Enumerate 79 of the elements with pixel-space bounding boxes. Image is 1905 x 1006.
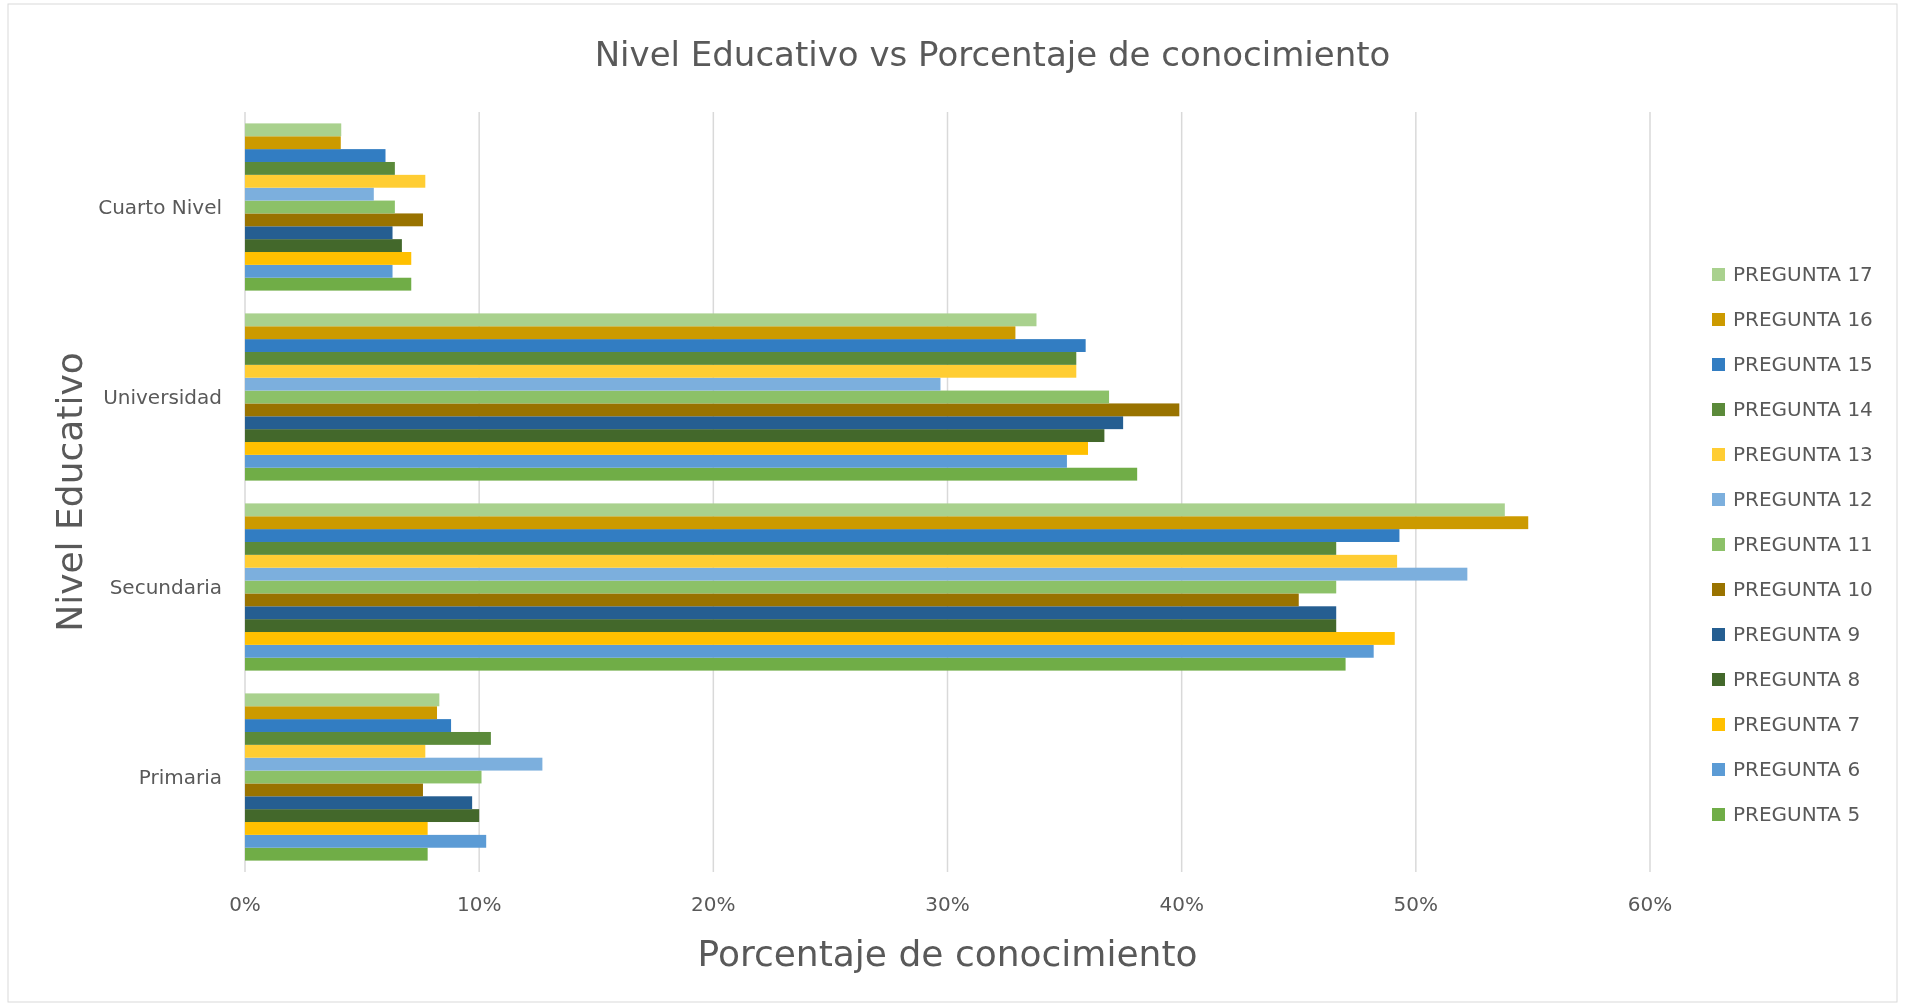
bar [245, 632, 1395, 645]
legend-label: PREGUNTA 5 [1733, 802, 1861, 826]
bar [245, 149, 386, 162]
bar [245, 136, 341, 150]
bar [245, 770, 482, 784]
bar [245, 567, 1468, 581]
x-axis-title: Porcentaje de conocimiento [697, 933, 1198, 974]
bar [245, 619, 1337, 633]
bar [245, 719, 452, 732]
bar [245, 644, 1374, 658]
bar [245, 744, 426, 758]
bar [245, 403, 1180, 417]
bar [245, 657, 1346, 671]
y-tick-label: Primaria [138, 765, 222, 789]
x-tick-label: 40% [1159, 892, 1204, 916]
bar [245, 326, 1016, 340]
legend-label: PREGUNTA 11 [1733, 532, 1873, 556]
bar [245, 580, 1337, 594]
legend-label: PREGUNTA 12 [1733, 487, 1873, 511]
bar [245, 796, 473, 810]
legend-label: PREGUNTA 6 [1733, 757, 1861, 781]
bar [245, 834, 487, 848]
legend-label: PREGUNTA 17 [1733, 262, 1873, 286]
bar [245, 706, 438, 720]
legend-label: PREGUNTA 15 [1733, 352, 1873, 376]
bar [245, 757, 543, 771]
legend-label: PREGUNTA 16 [1733, 307, 1873, 331]
y-tick-label: Cuarto Nivel [98, 195, 222, 219]
bar [245, 454, 1067, 468]
bar [245, 187, 374, 201]
legend-label: PREGUNTA 13 [1733, 442, 1873, 466]
chart-title: Nivel Educativo vs Porcentaje de conocimiento [594, 34, 1391, 74]
x-tick-label: 60% [1627, 892, 1673, 916]
bar [245, 339, 1086, 352]
bar [245, 503, 1505, 517]
bar [245, 313, 1037, 327]
x-tick-label: 0% [229, 892, 261, 916]
bar [245, 390, 1110, 404]
x-tick-label: 10% [456, 892, 502, 916]
bar [245, 541, 1337, 555]
bar [245, 123, 342, 137]
bar [245, 593, 1299, 607]
bar [245, 377, 941, 391]
bar [245, 213, 423, 227]
legend-label: PREGUNTA 7 [1733, 712, 1861, 736]
bar [245, 200, 395, 214]
bar [245, 693, 440, 707]
bar [245, 174, 426, 188]
bar [245, 277, 412, 291]
bar [245, 226, 393, 240]
bar [245, 606, 1337, 620]
y-tick-label: Universidad [103, 385, 222, 409]
bar [245, 264, 393, 278]
bar [245, 516, 1529, 530]
y-tick-label: Secundaria [109, 575, 222, 599]
bar [245, 847, 428, 861]
bar [245, 809, 480, 823]
bar [245, 554, 1398, 568]
bar [245, 429, 1105, 443]
legend-label: PREGUNTA 9 [1733, 622, 1861, 646]
bar [245, 822, 428, 835]
bar [245, 351, 1077, 365]
bar [245, 783, 423, 797]
legend-label: PREGUNTA 10 [1733, 577, 1873, 601]
bar [245, 239, 402, 253]
bar [245, 161, 395, 175]
x-tick-label: 20% [691, 892, 736, 916]
bar [245, 731, 491, 745]
x-tick-label: 30% [925, 892, 970, 916]
x-tick-label: 50% [1393, 892, 1439, 916]
legend-label: PREGUNTA 8 [1733, 667, 1861, 691]
bar [245, 442, 1088, 455]
bar [245, 252, 412, 265]
bar [245, 529, 1400, 542]
bar [245, 416, 1124, 430]
bar [245, 364, 1077, 378]
legend-label: PREGUNTA 14 [1733, 397, 1873, 421]
y-axis-title: Nivel Educativo [49, 352, 90, 632]
bar [245, 467, 1138, 481]
